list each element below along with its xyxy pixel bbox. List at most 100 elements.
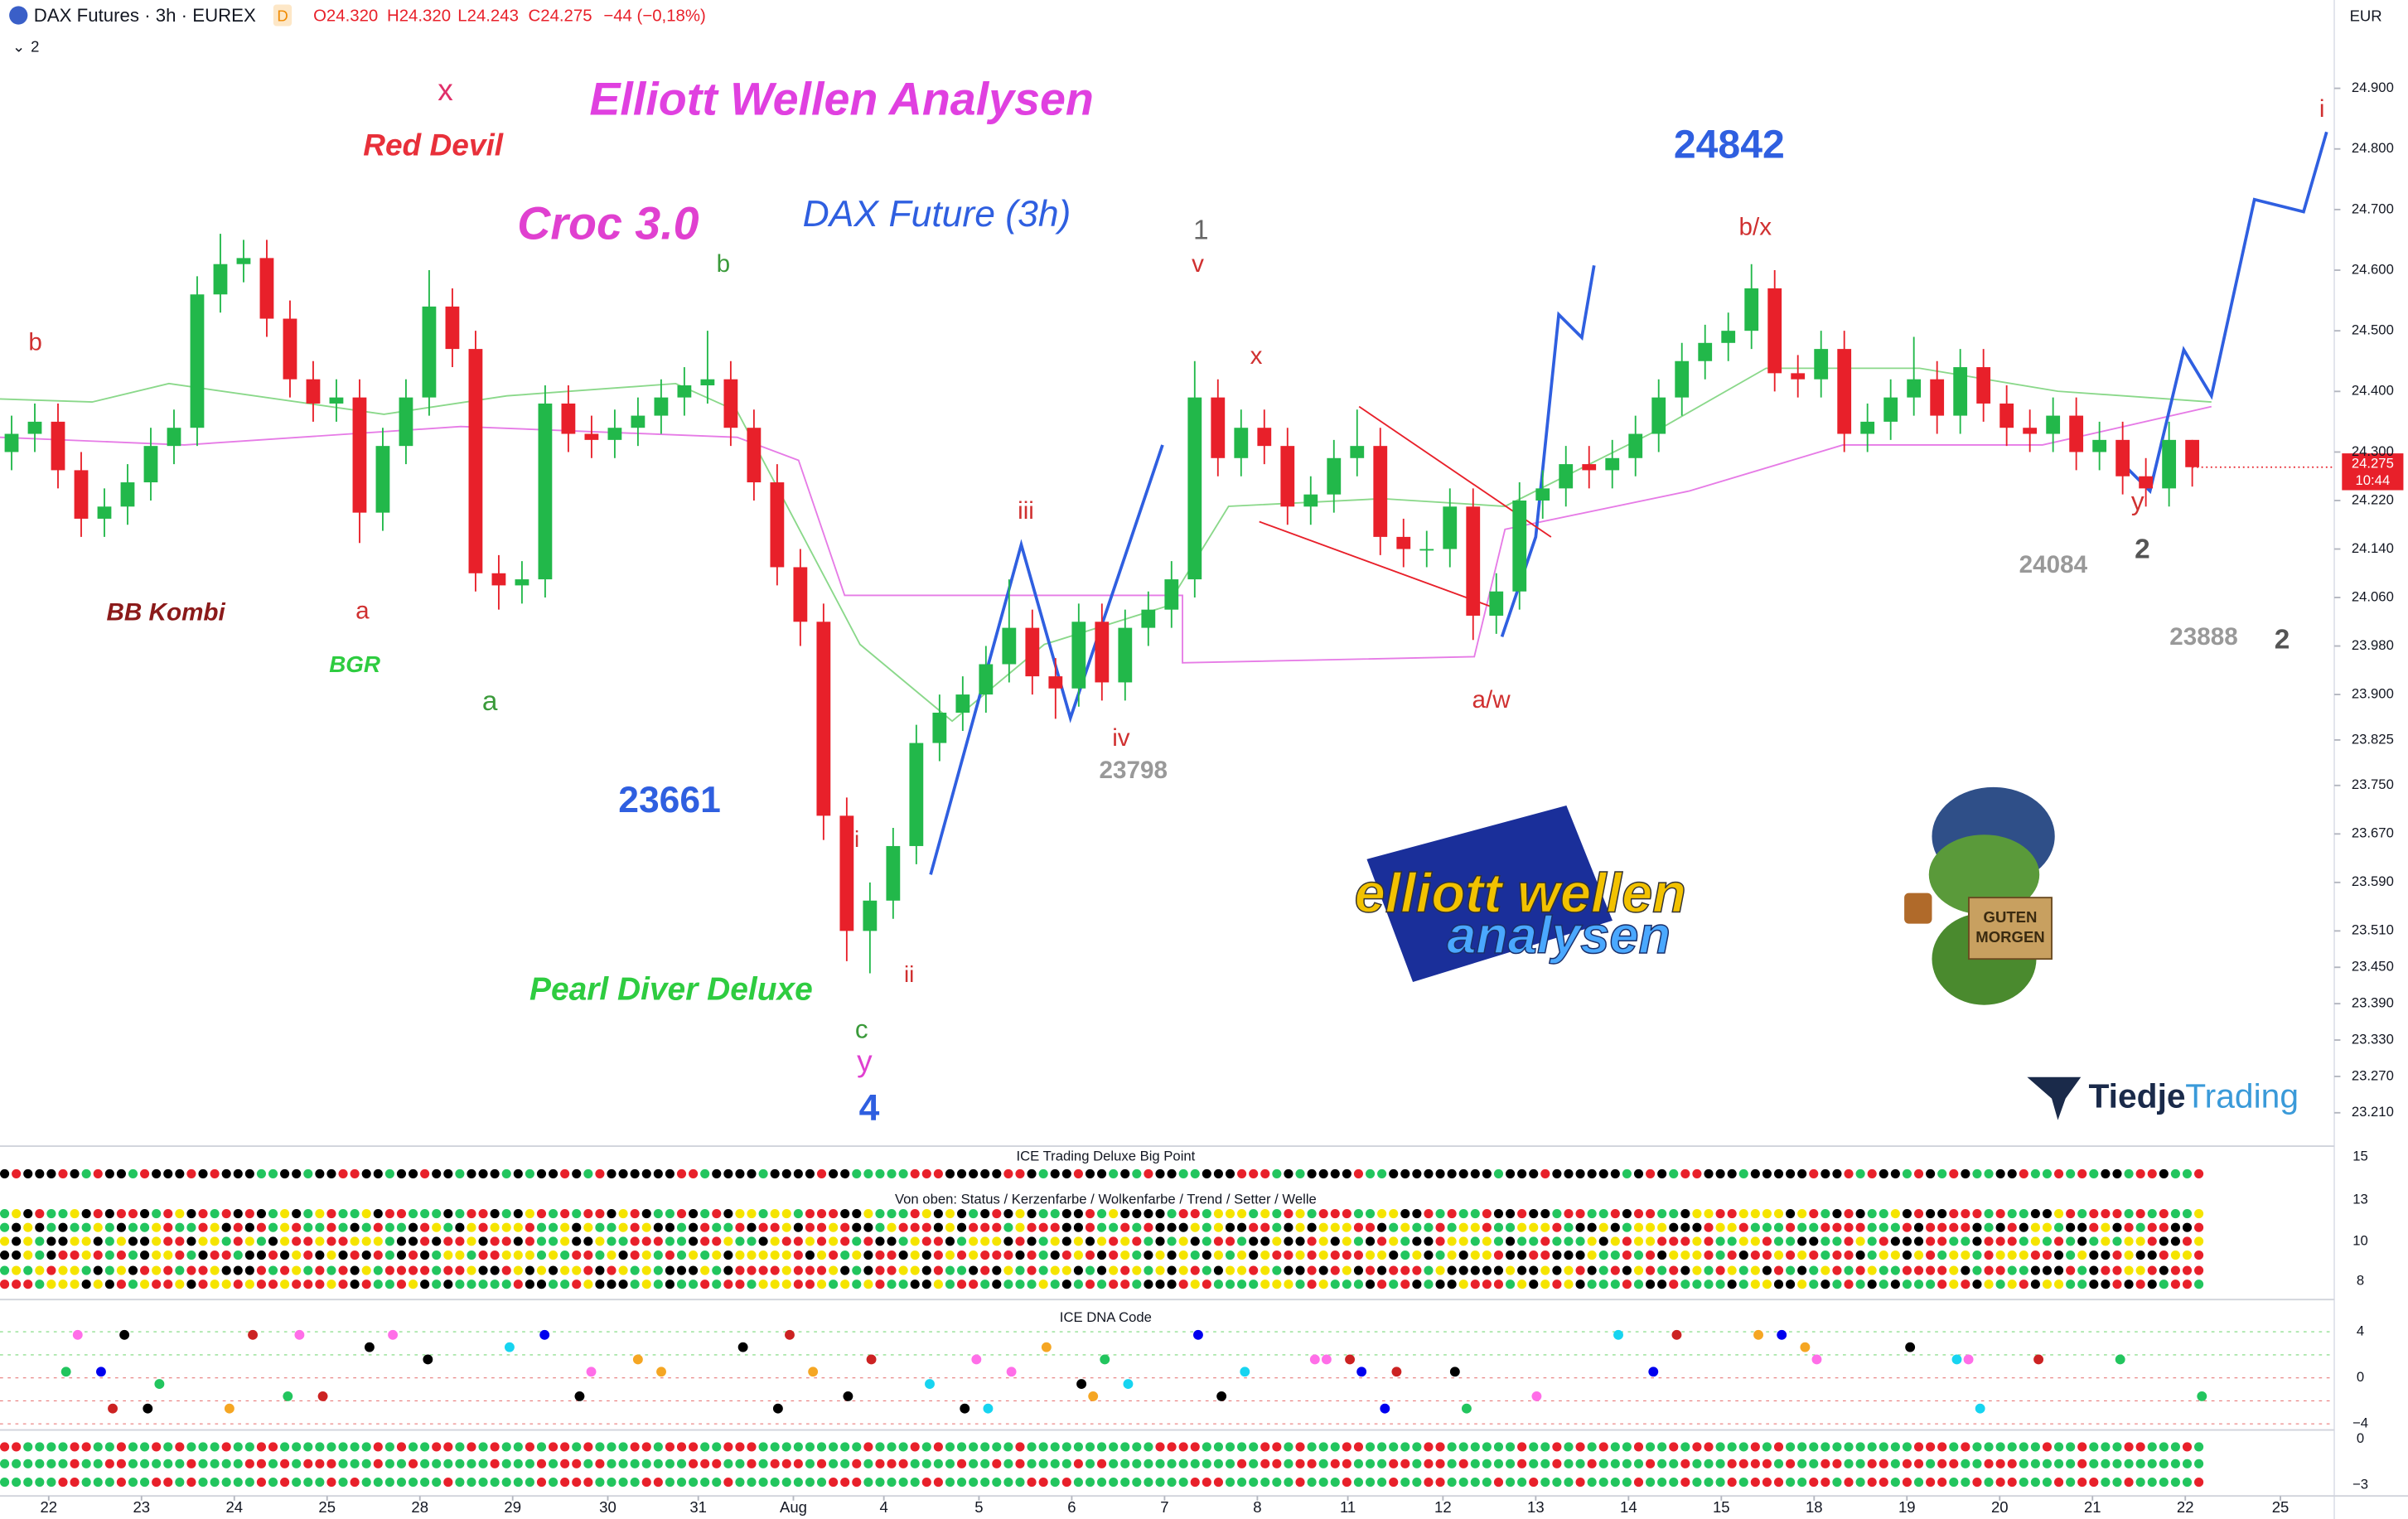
x-tick-label: 22 [40,1498,57,1516]
x-tick-label: 31 [689,1498,707,1516]
indicator-dot [2053,1208,2064,1219]
indicator-dot [1762,1442,1772,1452]
indicator-toggle[interactable]: ⌄ [12,37,26,55]
indicator-dot [490,1280,500,1289]
pane-axis-label: 10 [2352,1232,2368,1248]
indicator-dot [630,1442,640,1452]
indicator-dot [1318,1265,1328,1275]
indicator-dot [1237,1208,1247,1219]
indicator-dot [2089,1236,2099,1246]
indicator-dot [700,1168,710,1178]
indicator-dot [1061,1236,1071,1246]
pane-axis-label: 4 [2357,1323,2364,1339]
indicator-dot [2030,1442,2040,1452]
indicator-dot [1692,1280,1702,1289]
indicator-dot [549,1168,558,1178]
indicator-dot [700,1478,710,1488]
indicator-dot [641,1478,651,1488]
indicator-dot [1633,1478,1644,1488]
candle-body [352,397,367,513]
indicator-dot [805,1168,815,1178]
indicator-dot [2170,1459,2180,1468]
indicator-dot [23,1250,33,1260]
indicator-dot [1389,1442,1399,1452]
indicator-dot [35,1222,45,1232]
dna-dot [1800,1342,1811,1352]
indicator-dot [1844,1222,1854,1232]
indicator-dot [829,1236,839,1246]
indicator-dot [2135,1478,2145,1488]
currency[interactable]: EUR [2350,7,2382,24]
x-tick-label: 25 [2272,1498,2290,1516]
wave-annotation: 2 [2275,625,2290,655]
indicator-dot [256,1265,266,1275]
indicator-dot [1365,1208,1376,1219]
indicator-dot [1377,1236,1387,1246]
indicator-dot [665,1478,675,1488]
indicator-dot [384,1250,394,1260]
indicator-dot [1821,1280,1830,1289]
indicator-dot [1610,1478,1620,1488]
indicator-dot [1529,1280,1539,1289]
indicator-dot [945,1280,955,1289]
indicator-dot [303,1168,313,1178]
indicator-dot [396,1250,407,1260]
indicator-dot [1213,1478,1223,1488]
indicator-dot [432,1459,442,1468]
indicator-dot [758,1265,768,1275]
indicator-dot [700,1442,710,1452]
indicator-dot [70,1265,80,1275]
indicator-dot [70,1459,80,1468]
indicator-dot [175,1265,185,1275]
indicator-dot [1027,1265,1037,1275]
indicator-dot [1178,1208,1188,1219]
indicator-dot [1622,1222,1632,1232]
indicator-dot [583,1208,593,1219]
pane-title: ICE Trading Deluxe Big Point [1016,1148,1195,1163]
candle-body [1535,488,1550,501]
indicator-dot [1038,1250,1048,1260]
indicator-dot [455,1168,465,1178]
indicator-dot [676,1222,687,1232]
indicator-dot [525,1478,534,1488]
indicator-dot [292,1250,302,1260]
candle-body [1211,397,1226,458]
indicator-dot [1890,1168,1900,1178]
indicator-dot [1353,1459,1364,1468]
indicator-dot [1470,1265,1480,1275]
indicator-dot [863,1478,873,1488]
indicator-dot [2077,1280,2087,1289]
indicator-dot [758,1442,768,1452]
indicator-dot [1540,1208,1550,1219]
y-tick-label: 23.590 [2352,873,2394,889]
indicator-dot [303,1265,313,1275]
indicator-dot [863,1265,873,1275]
indicator-dot [268,1208,278,1219]
indicator-dot [689,1442,699,1452]
indicator-dot [58,1236,68,1246]
indicator-dot [1400,1222,1410,1232]
indicator-dot [1447,1168,1457,1178]
indicator-dot [1190,1236,1200,1246]
indicator-dot [549,1236,558,1246]
indicator-dot [467,1478,476,1488]
indicator-dot [793,1478,803,1488]
indicator-count[interactable]: 2 [31,37,39,55]
indicator-dot [455,1478,465,1488]
indicator-dot [1995,1442,2005,1452]
indicator-dot [490,1236,500,1246]
symbol[interactable]: DAX Futures · 3h · EUREX [34,5,256,26]
wave-annotation: iv [1112,724,1130,752]
indicator-dot [1085,1250,1095,1260]
indicator-dot [467,1236,476,1246]
indicator-dot [910,1280,920,1289]
ohlc-close: C24.275 [529,7,592,26]
dna-dot [1613,1329,1623,1340]
indicator-dot [2066,1478,2076,1488]
indicator-dot [256,1478,266,1488]
indicator-dot [770,1478,780,1488]
indicator-dot [1844,1236,1854,1246]
indicator-dot [1646,1250,1656,1260]
indicator-dot [2053,1280,2064,1289]
candle-body [886,845,901,901]
